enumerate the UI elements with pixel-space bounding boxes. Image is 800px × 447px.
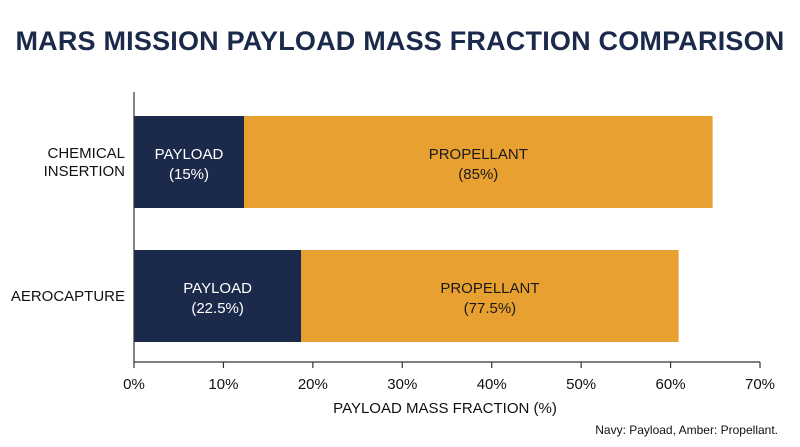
category-label: INSERTION [44, 163, 125, 180]
category-label: AEROCAPTURE [11, 288, 125, 305]
x-tick-label: 10% [208, 376, 238, 393]
category-label: CHEMICAL [47, 145, 125, 162]
x-tick-label: 0% [123, 376, 145, 393]
bar-propellant-0 [243, 116, 713, 208]
segment-name-label: PAYLOAD [155, 146, 224, 163]
x-tick-label: 40% [477, 376, 507, 393]
bar-payload-1 [134, 250, 302, 342]
chart-title: MARS MISSION PAYLOAD MASS FRACTION COMPA… [15, 26, 785, 56]
x-axis-label: PAYLOAD MASS FRACTION (%) [333, 400, 557, 417]
color-note: Navy: Payload, Amber: Propellant. [595, 423, 778, 437]
segment-percent-label: (85%) [458, 166, 498, 183]
x-tick-label: 30% [387, 376, 417, 393]
segment-name-label: PROPELLANT [440, 280, 539, 297]
x-tick-label: 20% [298, 376, 328, 393]
segment-percent-label: (15%) [169, 166, 209, 183]
bar-propellant-1 [301, 250, 679, 342]
x-tick-label: 60% [656, 376, 686, 393]
segment-name-label: PAYLOAD [183, 280, 252, 297]
x-tick-label: 50% [566, 376, 596, 393]
segment-percent-label: (22.5%) [191, 300, 244, 317]
bar-payload-0 [134, 116, 244, 208]
x-tick-label: 70% [745, 376, 775, 393]
segment-percent-label: (77.5%) [464, 300, 517, 317]
bars-layer: PAYLOAD (15%) PROPELLANT (85%) PAYLOAD (22.5%… [134, 116, 713, 342]
segment-name-label: PROPELLANT [429, 146, 528, 163]
